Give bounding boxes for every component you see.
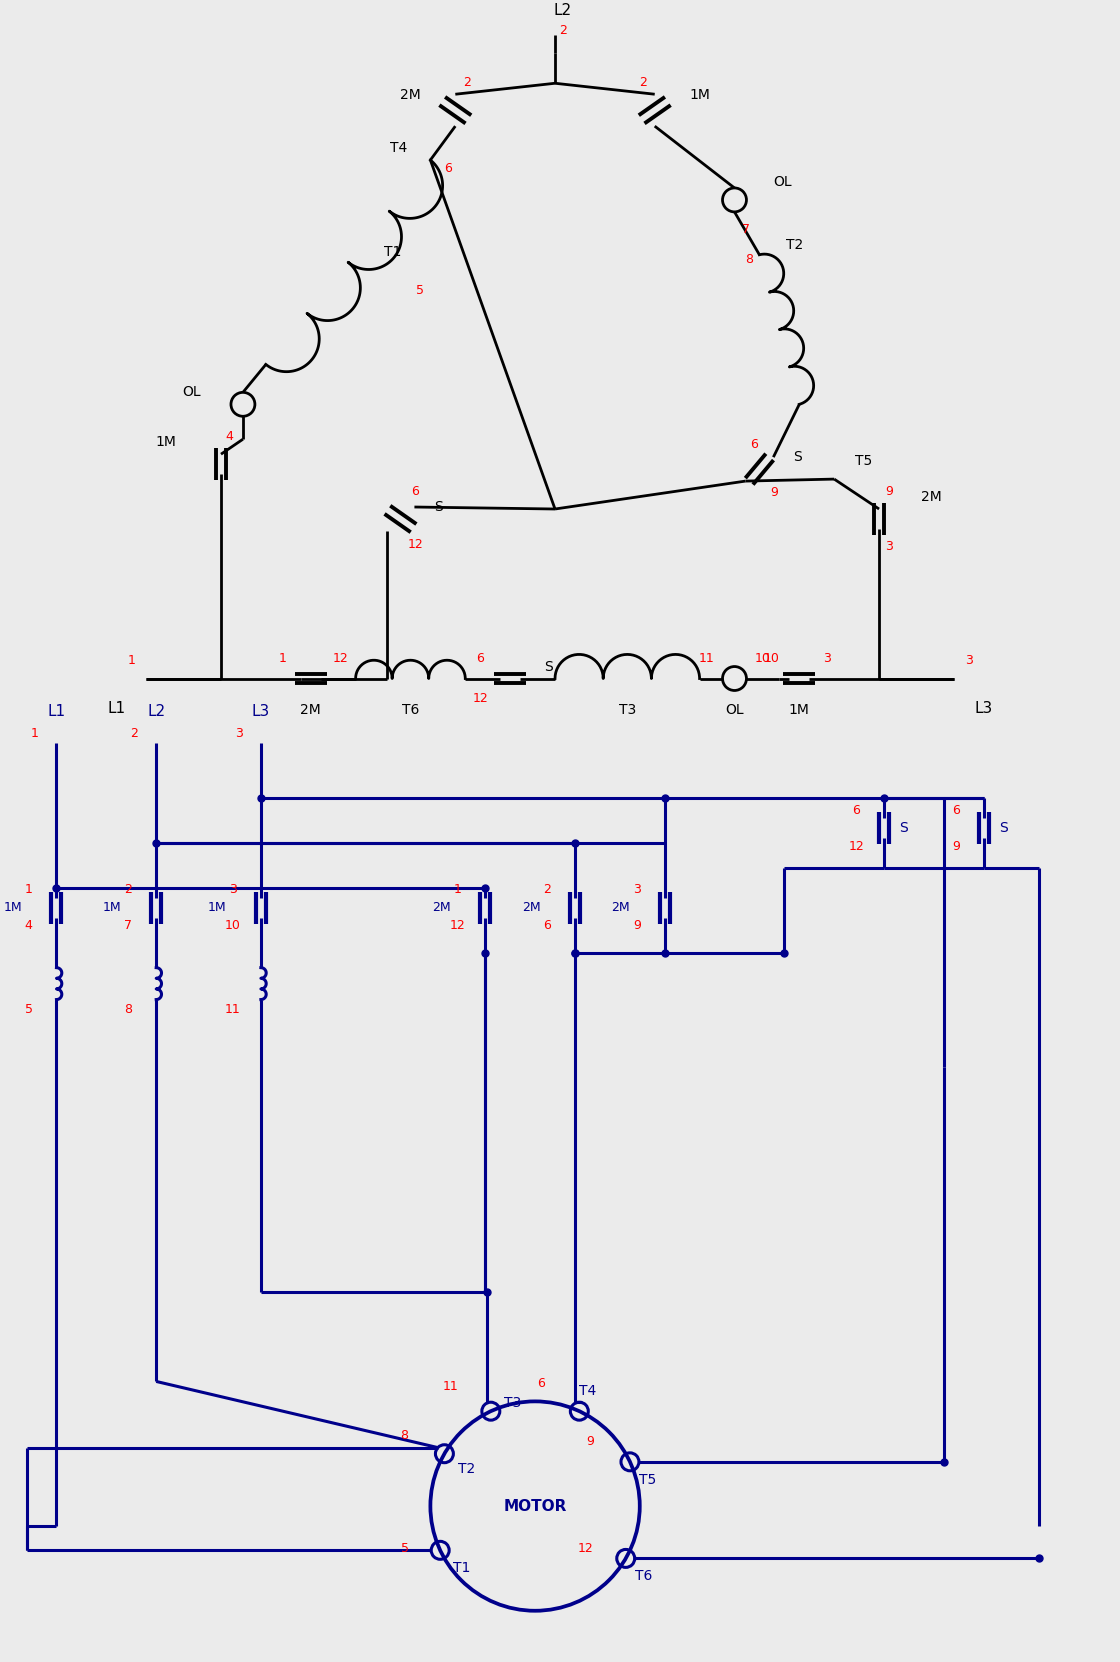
Text: 1: 1: [454, 884, 461, 896]
Text: 1M: 1M: [689, 88, 710, 103]
Text: 3: 3: [885, 540, 893, 553]
Text: 8: 8: [401, 1429, 409, 1443]
Text: 3: 3: [964, 655, 973, 666]
Text: S: S: [899, 821, 908, 834]
Text: 7: 7: [124, 919, 132, 932]
Text: OL: OL: [725, 703, 744, 718]
Text: 5: 5: [417, 284, 424, 296]
Text: 10: 10: [764, 652, 780, 665]
Text: 9: 9: [586, 1436, 594, 1448]
Text: 11: 11: [444, 1379, 459, 1393]
Text: L1: L1: [47, 705, 66, 720]
Text: 3: 3: [235, 726, 243, 740]
Text: T2: T2: [786, 238, 803, 251]
Text: L2: L2: [554, 3, 572, 18]
Text: 2M: 2M: [612, 901, 631, 914]
Text: 2M: 2M: [432, 901, 450, 914]
Text: L3: L3: [974, 701, 992, 716]
Text: 12: 12: [848, 839, 864, 853]
Text: 10: 10: [225, 919, 241, 932]
Text: 12: 12: [473, 691, 488, 705]
Text: 9: 9: [952, 839, 960, 853]
Text: 2: 2: [543, 884, 551, 896]
Text: 1: 1: [30, 726, 38, 740]
Text: 2: 2: [559, 23, 567, 37]
Text: 3: 3: [633, 884, 641, 896]
Text: MOTOR: MOTOR: [503, 1499, 567, 1514]
Text: T2: T2: [458, 1461, 475, 1476]
Text: 6: 6: [476, 652, 484, 665]
Text: 2: 2: [130, 726, 138, 740]
Text: S: S: [999, 821, 1008, 834]
Text: 5: 5: [401, 1542, 409, 1556]
Text: 3: 3: [823, 652, 831, 665]
Text: T3: T3: [618, 703, 636, 718]
Text: 12: 12: [578, 1542, 594, 1556]
Text: 8: 8: [746, 253, 754, 266]
Text: 1M: 1M: [156, 435, 177, 449]
Text: T5: T5: [856, 454, 872, 469]
Text: 1M: 1M: [3, 901, 22, 914]
Text: 11: 11: [225, 1004, 241, 1015]
Text: 2: 2: [124, 884, 132, 896]
Text: 2: 2: [464, 76, 472, 88]
Text: T4: T4: [390, 141, 407, 155]
Text: 12: 12: [408, 538, 423, 552]
Text: L1: L1: [108, 701, 125, 716]
Text: 2M: 2M: [921, 490, 941, 504]
Text: T3: T3: [504, 1396, 522, 1411]
Text: 1M: 1M: [207, 901, 226, 914]
Text: 1: 1: [25, 884, 32, 896]
Text: OL: OL: [181, 386, 200, 399]
Text: 2M: 2M: [522, 901, 540, 914]
Text: 1M: 1M: [103, 901, 122, 914]
Text: 5: 5: [25, 1004, 32, 1015]
Text: 12: 12: [449, 919, 465, 932]
Text: 6: 6: [411, 485, 419, 497]
Text: S: S: [433, 500, 442, 514]
Text: 7: 7: [743, 223, 750, 236]
Text: 6: 6: [852, 804, 860, 816]
Text: 6: 6: [445, 161, 452, 175]
Text: L3: L3: [252, 705, 270, 720]
Text: 9: 9: [771, 485, 778, 499]
Text: 4: 4: [25, 919, 32, 932]
Text: 8: 8: [124, 1004, 132, 1015]
Text: 3: 3: [228, 884, 237, 896]
Text: OL: OL: [773, 175, 792, 189]
Text: T1: T1: [454, 1561, 470, 1576]
Text: L2: L2: [147, 705, 166, 720]
Text: T6: T6: [402, 703, 419, 718]
Text: 6: 6: [750, 437, 758, 450]
Text: T4: T4: [579, 1384, 596, 1398]
Text: 6: 6: [543, 919, 551, 932]
Text: 2M: 2M: [400, 88, 421, 103]
Text: S: S: [793, 450, 802, 464]
Text: T5: T5: [640, 1473, 656, 1487]
Text: 6: 6: [538, 1376, 545, 1389]
Text: 9: 9: [633, 919, 641, 932]
Text: 1M: 1M: [788, 703, 810, 718]
Text: 2: 2: [638, 76, 646, 88]
Text: 6: 6: [952, 804, 960, 816]
Text: 10: 10: [755, 652, 771, 665]
Text: 1: 1: [128, 655, 136, 666]
Text: 11: 11: [699, 652, 715, 665]
Text: 9: 9: [885, 485, 893, 497]
Text: 2M: 2M: [300, 703, 321, 718]
Text: S: S: [543, 660, 552, 673]
Text: 4: 4: [225, 430, 233, 442]
Text: 1: 1: [279, 652, 287, 665]
Text: 12: 12: [333, 652, 348, 665]
Text: T6: T6: [635, 1569, 652, 1584]
Text: T1: T1: [384, 246, 401, 259]
